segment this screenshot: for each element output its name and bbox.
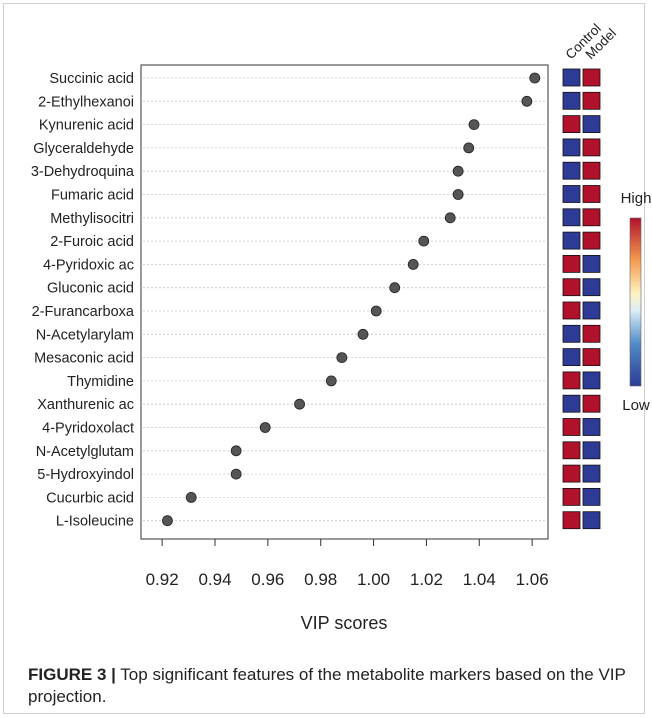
y-tick-label: N-Acetylarylam (36, 327, 134, 343)
heatmap-cell (582, 91, 601, 110)
heatmap-cell (582, 231, 601, 250)
y-tick-label: Xanthurenic ac (37, 397, 134, 413)
x-tick-label: 0.94 (198, 570, 231, 589)
data-point (468, 119, 480, 130)
y-tick-label: Gluconic acid (47, 281, 134, 297)
y-tick-label: Mesaconic acid (34, 351, 134, 367)
heatmap-cell (582, 418, 601, 436)
heatmap-cell (562, 511, 581, 530)
data-point (463, 142, 475, 154)
heatmap-cell (582, 348, 601, 367)
figure-caption: FIGURE 3 | Top significant features of t… (28, 664, 628, 708)
data-point (162, 515, 173, 527)
data-point (389, 282, 401, 294)
data-point (452, 189, 464, 200)
x-tick-label: 1.02 (410, 570, 443, 589)
heatmap-cell (562, 394, 581, 413)
data-point (325, 375, 337, 387)
data-point (407, 258, 419, 270)
data-point (230, 468, 242, 480)
heatmap-cell (582, 161, 601, 180)
x-tick-label: 1.06 (516, 570, 549, 589)
data-point (357, 328, 369, 340)
heatmap-cell (562, 254, 581, 273)
y-tick-label: 2-Ethylhexanoi (38, 94, 134, 110)
heatmap-cell (582, 464, 601, 483)
y-tick-label: 4-Pyridoxic ac (43, 257, 134, 273)
heatmap-cell (562, 324, 581, 343)
heatmap-cell (582, 208, 601, 227)
y-tick-label: 3-Dehydroquina (31, 164, 135, 180)
x-tick-label: 1.00 (357, 570, 390, 589)
heatmap-cell (562, 208, 581, 227)
y-tick-label: L-Isoleucine (56, 514, 134, 530)
plot-area (140, 64, 549, 540)
heatmap-cell (582, 254, 601, 273)
y-tick-label: 2-Furancarboxa (32, 304, 135, 320)
heatmap-cell (562, 418, 581, 436)
y-tick-label: Cucurbic acid (46, 490, 134, 506)
heatmap-cell (582, 301, 601, 320)
x-tick-label: 0.96 (251, 570, 284, 589)
heatmap-cell (562, 161, 581, 180)
y-tick-label: 4-Pyridoxolact (42, 421, 134, 437)
y-tick-label: Thymidine (67, 374, 134, 390)
x-tick-label: 1.04 (463, 570, 496, 589)
heatmap-cell (582, 487, 601, 506)
heatmap-cell (562, 371, 581, 390)
vip-score-chart: Succinic acid 2-Ethylhexanoi Kynurenic aci… (31, 21, 652, 633)
caption-label: FIGURE 3 | (28, 665, 116, 684)
heatmap-cell (582, 371, 601, 390)
heatmap-cell (562, 301, 581, 320)
y-tick-label: N-Acetylglutam (36, 444, 134, 460)
heatmap-cell (582, 324, 601, 343)
data-point (444, 212, 456, 224)
y-tick-label: Glyceraldehyde (33, 141, 134, 157)
data-point (529, 72, 541, 84)
legend-high-label: High (621, 190, 652, 207)
heatmap-cell (582, 185, 601, 203)
data-point (452, 165, 464, 177)
figure-frame (3, 3, 645, 714)
caption-text: Top significant features of the metaboli… (28, 665, 626, 706)
heatmap-cell (582, 115, 601, 133)
y-tick-label: Fumaric acid (51, 188, 134, 204)
legend-low-label: Low (622, 397, 650, 414)
heatmap-cell (562, 278, 581, 297)
heatmap-cell (562, 138, 581, 157)
heatmap-cell (562, 487, 581, 506)
heatmap-cell (582, 278, 601, 297)
heatmap-cell (562, 441, 581, 460)
x-tick-label: 0.92 (146, 570, 179, 589)
heatmap-cell (582, 138, 601, 157)
data-point (185, 491, 197, 503)
y-tick-label: 5-Hydroxyindol (37, 467, 134, 483)
heatmap-cell (582, 394, 601, 413)
color-scale-bar (629, 217, 642, 387)
y-tick-label: Succinic acid (49, 71, 134, 87)
y-tick-label: Kynurenic acid (39, 118, 134, 134)
heatmap-cell (582, 511, 601, 530)
y-tick-label: Methylisocitri (50, 211, 134, 227)
heatmap-cell (562, 68, 581, 87)
heatmap-cell (582, 68, 601, 87)
data-point (370, 305, 382, 317)
data-point (418, 235, 430, 247)
heatmap-cell (562, 115, 581, 133)
data-point (294, 398, 305, 410)
data-point (259, 422, 271, 433)
data-point (230, 445, 242, 457)
data-point (336, 352, 348, 364)
data-point (521, 95, 533, 107)
heatmap-cell (562, 185, 581, 203)
x-axis-title: VIP scores (301, 613, 388, 633)
heatmap-cell (562, 231, 581, 250)
heatmap-cell (582, 441, 601, 460)
heatmap-cell (562, 91, 581, 110)
x-tick-label: 0.98 (304, 570, 337, 589)
heatmap-cell (562, 348, 581, 367)
heatmap-cell (562, 464, 581, 483)
y-tick-label: 2-Furoic acid (50, 234, 134, 250)
